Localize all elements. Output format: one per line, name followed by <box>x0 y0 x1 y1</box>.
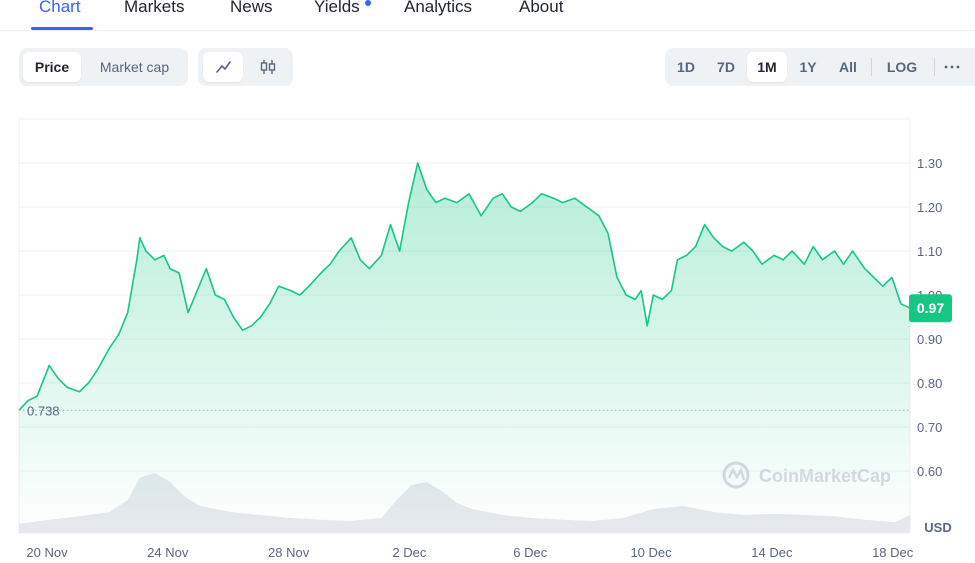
range-divider-2 <box>934 58 935 76</box>
tab-news[interactable]: News <box>230 0 273 16</box>
tab-markets[interactable]: Markets <box>124 0 185 16</box>
price-area <box>18 162 911 533</box>
chart-style-toggle <box>198 48 293 86</box>
x-tick-label: 24 Nov <box>147 545 189 560</box>
y-tick-label: 1.30 <box>917 156 942 171</box>
watermark-text: CoinMarketCap <box>759 466 891 486</box>
metric-toggle: Price Market cap <box>19 48 188 86</box>
range-selector: 1D 7D 1M 1Y All LOG <box>665 48 975 86</box>
current-price-badge: 0.97 <box>909 294 952 323</box>
open-price-label: 0.738 <box>27 403 60 418</box>
x-tick-label: 14 Dec <box>751 545 793 560</box>
currency-label: USD <box>924 520 951 535</box>
yields-new-dot <box>365 0 371 6</box>
y-tick-label: 0.70 <box>917 420 942 435</box>
coinmarketcap-watermark: CoinMarketCap <box>722 461 891 489</box>
candlestick-icon <box>260 60 276 74</box>
price-button[interactable]: Price <box>23 52 81 82</box>
line-chart-icon <box>216 61 231 73</box>
line-chart-button[interactable] <box>203 52 243 82</box>
active-tab-underline <box>31 27 93 30</box>
x-tick-label: 10 Dec <box>630 545 672 560</box>
x-tick-label: 28 Nov <box>268 545 310 560</box>
range-7d-button[interactable]: 7D <box>717 59 735 75</box>
y-tick-label: 0.60 <box>917 464 942 479</box>
x-tick-label: 20 Nov <box>26 545 68 560</box>
current-price-badge-bg <box>909 294 952 323</box>
range-all-button[interactable]: All <box>839 59 857 75</box>
more-horizontal-icon <box>944 65 960 69</box>
tab-about[interactable]: About <box>519 0 564 16</box>
y-tick-label: 0.90 <box>917 332 942 347</box>
coinmarketcap-logo-mark <box>727 466 746 481</box>
range-1d-button[interactable]: 1D <box>677 59 695 75</box>
tab-analytics[interactable]: Analytics <box>404 0 473 16</box>
candlestick-button[interactable] <box>248 52 288 82</box>
y-tick-label: 0.80 <box>917 376 942 391</box>
range-divider-1 <box>871 58 872 76</box>
x-axis: 20 Nov 24 Nov 28 Nov 2 Dec 6 Dec 10 Dec 14 Dec… <box>26 545 913 560</box>
x-tick-label: 2 Dec <box>392 545 426 560</box>
range-1y-button[interactable]: 1Y <box>799 59 817 75</box>
y-tick-label: 1.20 <box>917 200 942 215</box>
more-options-button[interactable] <box>937 52 967 82</box>
current-price-label: 0.97 <box>917 300 944 316</box>
x-tick-label: 6 Dec <box>513 545 547 560</box>
range-1m-button[interactable]: 1M <box>747 52 787 82</box>
market-cap-button[interactable]: Market cap <box>99 59 170 75</box>
tab-chart[interactable]: Chart <box>39 0 81 16</box>
coinmarketcap-logo-icon <box>722 461 750 489</box>
top-tab-bar: Chart Markets News Yields Analytics Abou… <box>0 0 975 31</box>
price-line <box>18 162 911 411</box>
open-price-baseline: 0.738 <box>19 403 910 418</box>
log-button[interactable]: LOG <box>886 59 918 75</box>
x-tick-label: 18 Dec <box>872 545 914 560</box>
y-tick-label: 1.10 <box>917 244 942 259</box>
tab-yields[interactable]: Yields <box>314 0 360 16</box>
